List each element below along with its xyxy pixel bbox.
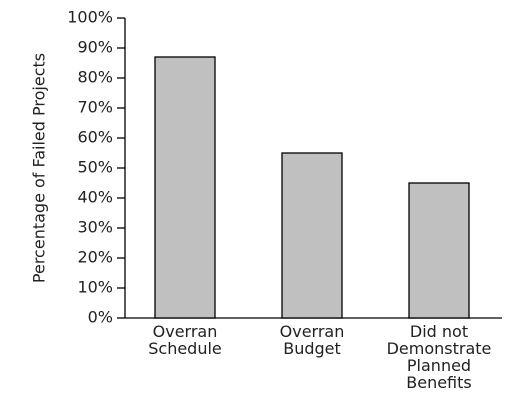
- y-tick-label: 100%: [67, 8, 113, 27]
- y-tick-label: 40%: [77, 188, 113, 207]
- y-tick-label: 50%: [77, 158, 113, 177]
- y-tick-label: 0%: [88, 308, 113, 327]
- bar: [154, 56, 216, 319]
- y-axis-label: Percentage of Failed Projects: [30, 53, 49, 283]
- y-tick-label: 30%: [77, 218, 113, 237]
- y-tick-label: 70%: [77, 98, 113, 117]
- y-tick-label: 10%: [77, 278, 113, 297]
- y-tick-label: 90%: [77, 38, 113, 57]
- x-tick-label: Overran Schedule: [148, 322, 222, 358]
- y-tick-label: 60%: [77, 128, 113, 147]
- bar: [281, 152, 343, 319]
- bar: [408, 182, 470, 319]
- y-tick-label: 20%: [77, 248, 113, 267]
- x-tick-label: Overran Budget: [280, 322, 345, 358]
- x-tick-label: Did not Demonstrate Planned Benefits: [387, 322, 492, 392]
- y-tick-label: 80%: [77, 68, 113, 87]
